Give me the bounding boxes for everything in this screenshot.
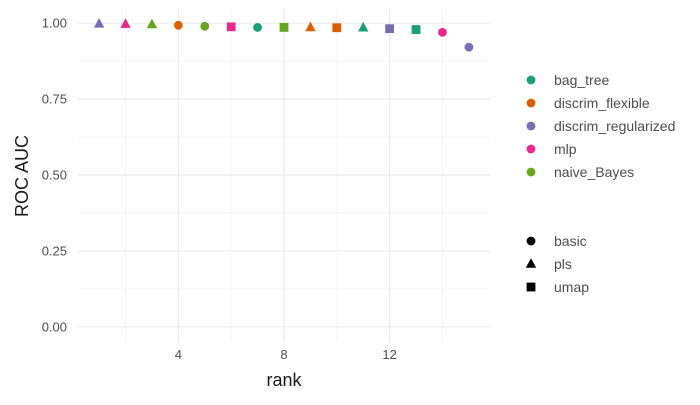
- x-tick-label-1: 4: [175, 347, 182, 362]
- data-point-13: [411, 25, 421, 34]
- y-tick-label-1: 0.00: [42, 319, 67, 334]
- data-point-12: [385, 24, 395, 34]
- ticks-layer: 0.00 0.25 0.50 0.75 1.00 4 8 12: [42, 16, 397, 362]
- data-point-4: [173, 20, 183, 30]
- legend-shape-label-3: umap: [554, 279, 589, 295]
- y-tick-label-4: 0.75: [42, 92, 67, 107]
- y-axis-title: ROC AUC: [12, 135, 32, 217]
- grid-layer: [78, 8, 490, 342]
- legend-shape-marker-2: [525, 258, 537, 268]
- legend-shape-marker-3: [526, 282, 536, 292]
- points-layer: [93, 17, 474, 52]
- legend-color-label-5: naive_Bayes: [554, 164, 634, 180]
- legend-color-marker-4: [526, 144, 536, 154]
- legend-color-marker-5: [526, 167, 536, 177]
- data-point-8: [279, 23, 289, 32]
- data-point-7: [253, 23, 262, 32]
- data-point-2: [120, 18, 131, 28]
- legend-shape-label-1: basic: [554, 233, 587, 249]
- data-point-15: [464, 42, 474, 52]
- data-point-14: [438, 27, 447, 37]
- x-tick-label-2: 8: [280, 347, 287, 362]
- x-axis-title: rank: [266, 370, 302, 390]
- legend-color-label-2: discrim_flexible: [554, 95, 650, 111]
- data-point-1: [93, 17, 105, 28]
- data-point-5: [200, 21, 210, 31]
- data-point-10: [332, 23, 342, 33]
- legend-color-marker-3: [526, 121, 536, 131]
- x-tick-label-3: 12: [382, 347, 396, 362]
- legend-color-marker-1: [526, 75, 536, 85]
- y-tick-label-2: 0.25: [42, 243, 67, 258]
- data-point-6: [226, 22, 236, 32]
- legend: bag_tree discrim_flexible discrim_regulari…: [525, 72, 675, 295]
- data-point-3: [146, 18, 158, 29]
- legend-shape-label-2: pls: [554, 256, 572, 272]
- legend-color-label-3: discrim_regularized: [554, 118, 675, 134]
- legend-color-label-1: bag_tree: [554, 72, 609, 88]
- data-point-9: [305, 21, 316, 32]
- data-point-11: [358, 21, 369, 32]
- y-tick-label-3: 0.50: [42, 168, 67, 183]
- legend-shape-marker-1: [526, 236, 536, 246]
- legend-color-label-4: mlp: [554, 141, 577, 157]
- y-tick-label-5: 1.00: [42, 16, 67, 31]
- legend-color-marker-2: [526, 98, 536, 108]
